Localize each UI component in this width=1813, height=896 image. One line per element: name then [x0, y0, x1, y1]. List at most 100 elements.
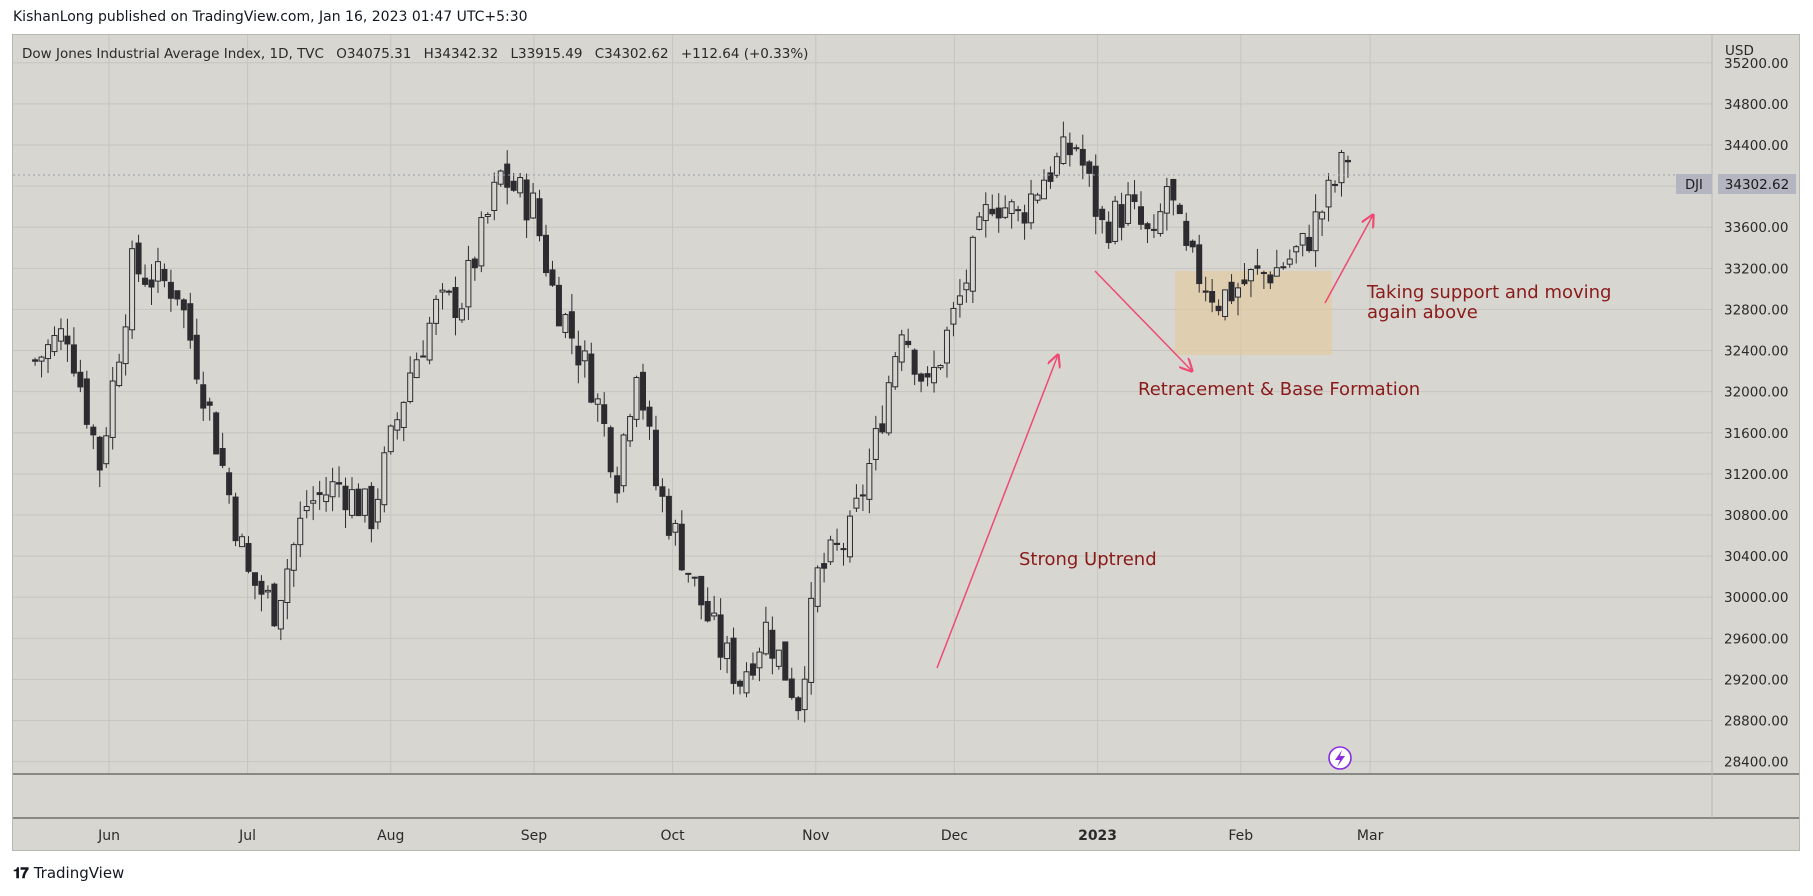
- candle-body: [1273, 267, 1280, 277]
- candle-body: [316, 492, 323, 496]
- candle-body: [57, 328, 64, 342]
- candle-body: [601, 404, 608, 424]
- candle-body: [1170, 178, 1177, 201]
- candle-body: [1215, 305, 1222, 312]
- candle-body: [620, 434, 627, 487]
- candle-body: [206, 401, 213, 406]
- candle-body: [1060, 136, 1067, 165]
- candle-body: [879, 423, 886, 433]
- candle-body: [96, 436, 103, 471]
- y-tick-label: 30000.00: [1724, 590, 1788, 606]
- candle-body: [277, 599, 284, 630]
- candle-body: [90, 426, 97, 436]
- candle-body: [711, 612, 718, 617]
- lightning-icon[interactable]: [1328, 746, 1352, 770]
- annotation-support-line2: again above: [1367, 302, 1478, 323]
- candle-body: [219, 447, 226, 466]
- ohlc-high: H34342.32: [424, 46, 499, 62]
- candle-body: [588, 353, 595, 403]
- candle-body: [187, 303, 194, 341]
- candle-body: [465, 259, 472, 308]
- y-tick-label: 32000.00: [1724, 385, 1788, 401]
- candle-body: [1092, 165, 1099, 217]
- candle-body: [1306, 236, 1313, 252]
- candle-body: [575, 345, 582, 366]
- candle-body: [989, 208, 996, 215]
- candle-body: [1228, 281, 1235, 302]
- symbol-badge-text: DJI: [1685, 178, 1703, 193]
- x-tick-label: Aug: [377, 828, 404, 844]
- candle-body: [342, 485, 349, 511]
- candle-body: [1079, 148, 1086, 166]
- candle-body: [1338, 152, 1345, 184]
- candle-body: [1008, 201, 1015, 214]
- last-price-text: 34302.62: [1725, 177, 1789, 193]
- base-formation-zone: [1175, 271, 1332, 355]
- uptrend-arrow: [936, 355, 1058, 669]
- candle-body: [523, 179, 530, 221]
- candle-body: [116, 361, 123, 387]
- candle-body: [1189, 240, 1196, 248]
- candle-body: [400, 401, 407, 428]
- candle-body: [1312, 211, 1319, 252]
- y-tick-label: 29200.00: [1724, 672, 1788, 688]
- candle-body: [471, 258, 478, 269]
- candle-body: [251, 572, 258, 586]
- y-tick-label: 29600.00: [1724, 631, 1788, 647]
- candle-body: [420, 355, 427, 358]
- candle-body: [83, 378, 90, 425]
- candle-body: [374, 498, 381, 523]
- candle-body: [530, 192, 537, 219]
- candle-body: [1086, 161, 1093, 174]
- candle-body: [303, 506, 310, 512]
- candle-body: [310, 500, 317, 504]
- candle-body: [872, 428, 879, 460]
- candle-body: [672, 522, 679, 533]
- publisher-line: KishanLong published on TradingView.com,…: [13, 9, 528, 25]
- candle-body: [1344, 159, 1351, 163]
- candle-body: [594, 398, 601, 405]
- candle-body: [426, 322, 433, 361]
- candle-body: [840, 548, 847, 551]
- candle-body: [70, 344, 77, 374]
- candle-body: [271, 583, 278, 627]
- candle-body: [290, 544, 297, 571]
- candle-body: [1183, 220, 1190, 246]
- candle-body: [103, 435, 110, 465]
- candle-body: [1247, 269, 1254, 282]
- x-tick-label: Nov: [802, 828, 829, 844]
- candle-body: [1222, 289, 1229, 317]
- candle-body: [1066, 142, 1073, 156]
- y-tick-label: 30400.00: [1724, 549, 1788, 565]
- annotation-retracement: Retracement & Base Formation: [1138, 379, 1420, 400]
- candle-body: [963, 282, 970, 291]
- candle-body: [38, 356, 45, 362]
- candle-body: [717, 614, 724, 658]
- candle-body: [413, 359, 420, 379]
- candle-body: [1332, 183, 1339, 186]
- candle-body: [808, 597, 815, 683]
- candle-body: [1137, 206, 1144, 225]
- candle-body: [161, 268, 168, 282]
- y-tick-label: 33200.00: [1724, 261, 1788, 277]
- candle-body: [368, 485, 375, 530]
- candle-body: [1267, 274, 1274, 284]
- candle-body: [387, 425, 394, 453]
- candle-body: [1118, 204, 1125, 228]
- candle-body: [1131, 194, 1138, 203]
- candle-body: [976, 216, 983, 230]
- candle-body: [995, 207, 1002, 219]
- candle-body: [180, 299, 187, 311]
- x-tick-label: Dec: [941, 828, 968, 844]
- candle-body: [484, 213, 491, 217]
- candle-body: [1150, 228, 1157, 231]
- candle-body: [491, 181, 498, 211]
- y-tick-label: 32400.00: [1724, 344, 1788, 360]
- candle-body: [129, 248, 136, 331]
- candle-body: [1299, 232, 1306, 246]
- candle-body: [439, 289, 446, 293]
- candle-body: [730, 637, 737, 684]
- candle-body: [1196, 244, 1203, 285]
- candle-body: [77, 371, 84, 388]
